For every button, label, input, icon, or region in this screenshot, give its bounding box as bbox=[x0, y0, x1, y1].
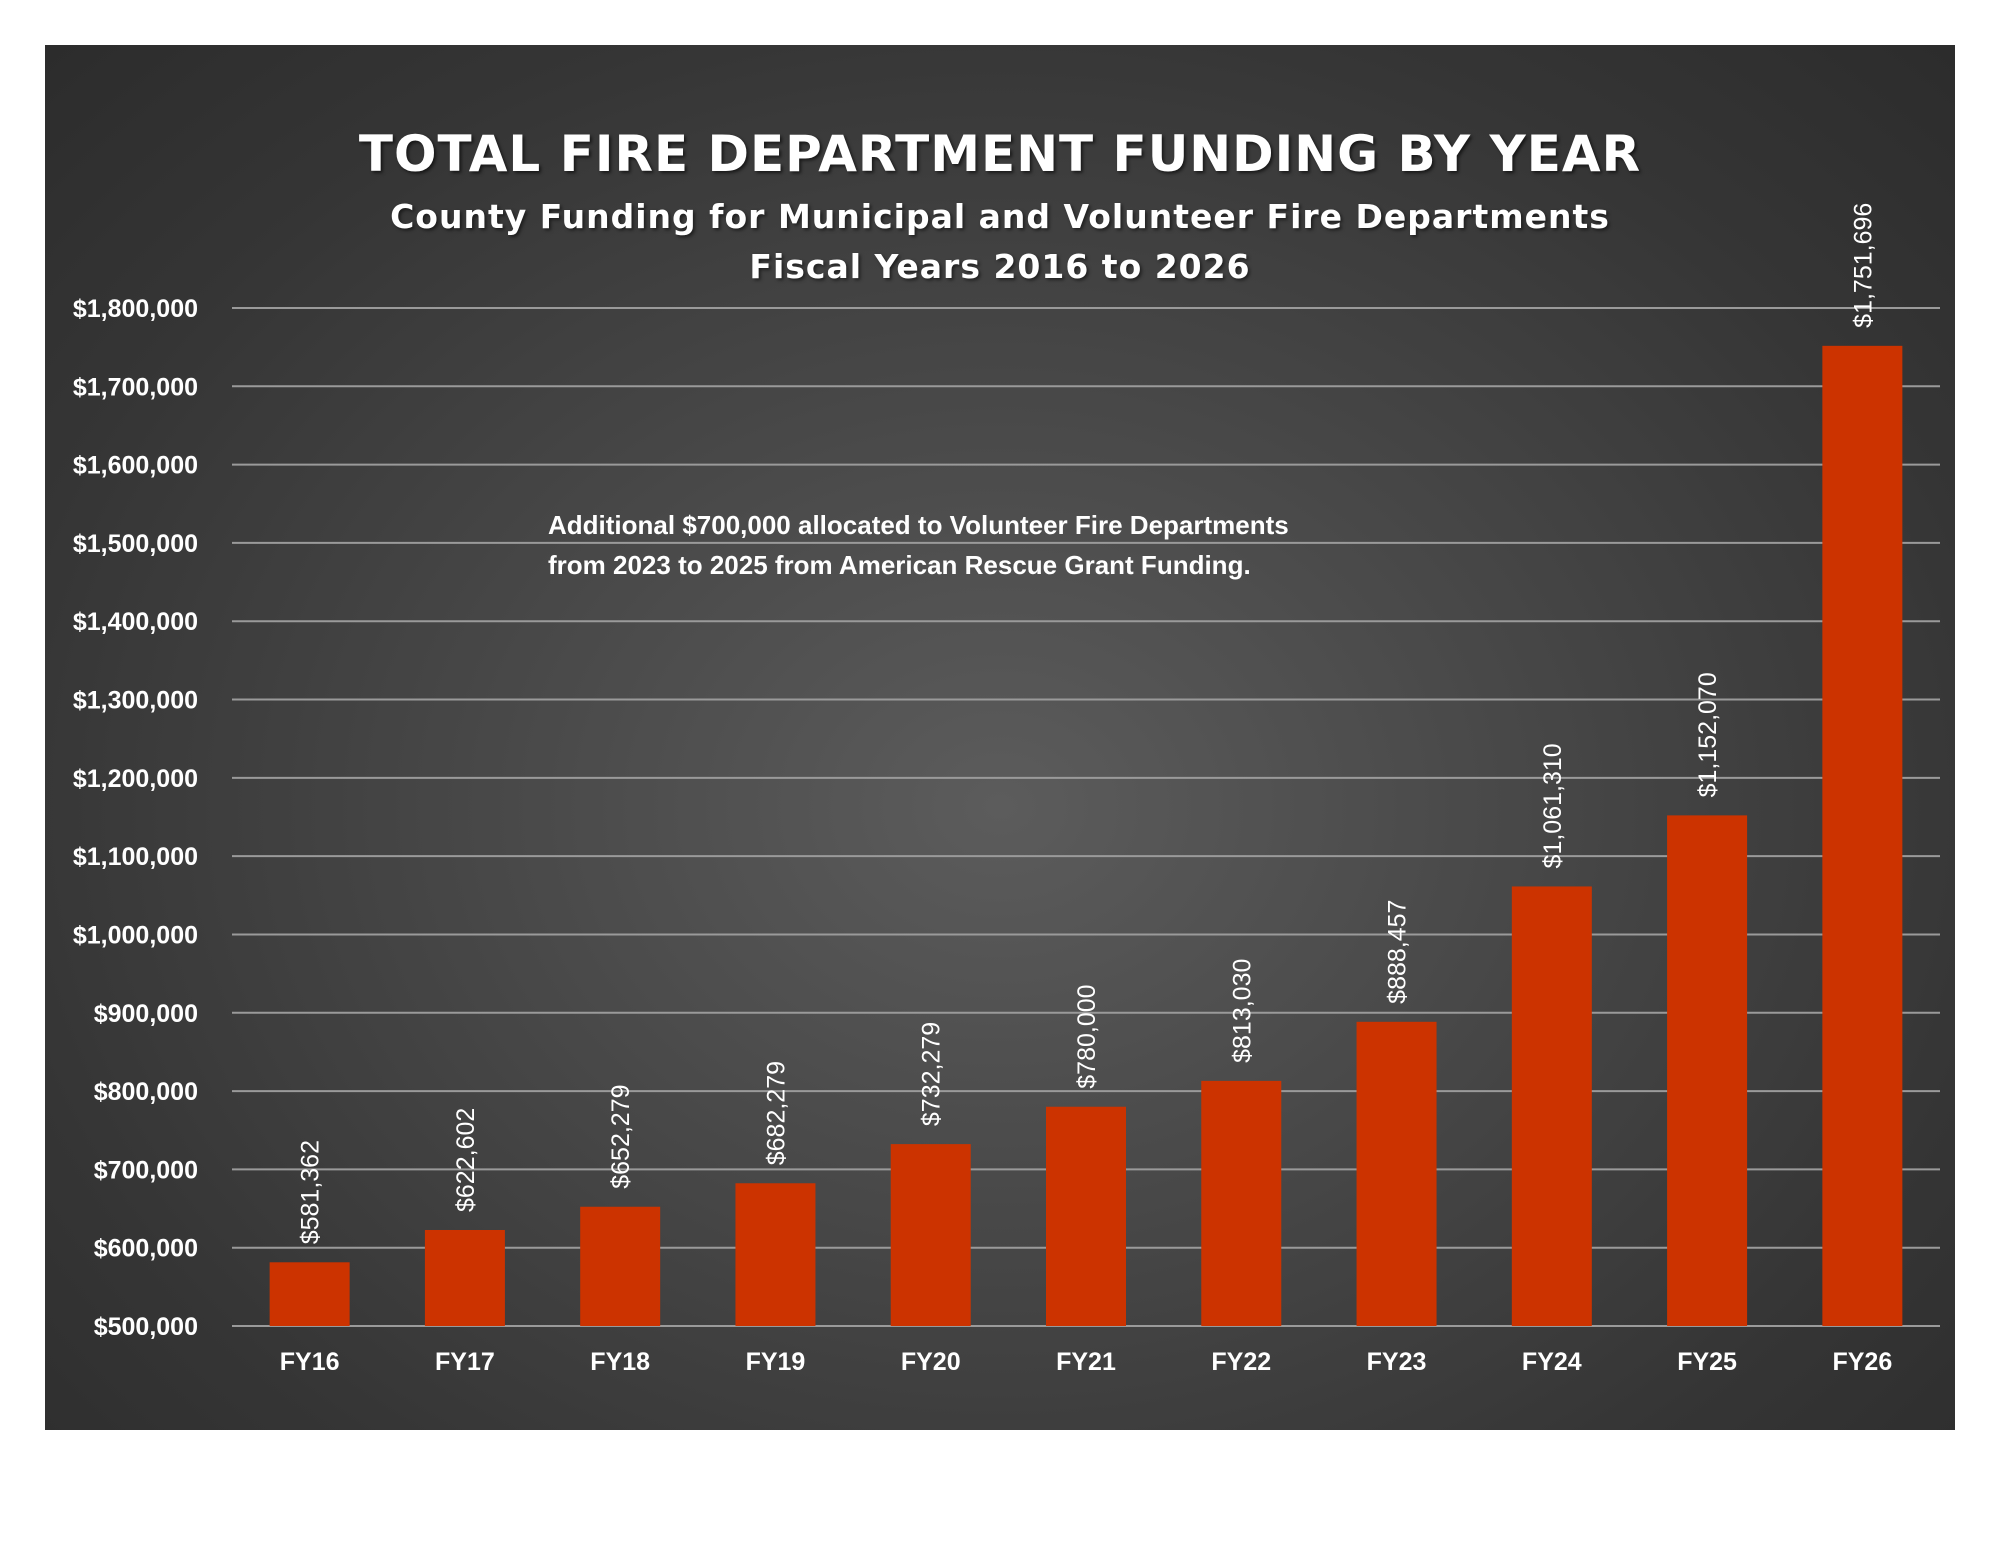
data-label: $1,152,070 bbox=[1694, 672, 1722, 797]
y-axis-tick-labels: $500,000 $600,000 $700,000 $800,000 $900,000… bbox=[73, 295, 198, 1341]
annotation-line-2: from 2023 to 2025 from American Rescue G… bbox=[548, 550, 1251, 580]
y-tick-label: $700,000 bbox=[94, 1156, 198, 1184]
y-tick-label: $1,300,000 bbox=[73, 687, 198, 715]
data-label: $652,279 bbox=[607, 1084, 635, 1188]
y-tick-label: $1,200,000 bbox=[73, 765, 198, 793]
data-label: $780,000 bbox=[1073, 984, 1101, 1088]
y-tick-label: $1,000,000 bbox=[73, 921, 198, 949]
data-label: $813,030 bbox=[1228, 959, 1256, 1063]
bar-fy26 bbox=[1822, 345, 1903, 1326]
bar-fy23 bbox=[1356, 1021, 1437, 1326]
x-tick-label: FY22 bbox=[1211, 1348, 1271, 1376]
data-label: $1,061,310 bbox=[1539, 743, 1567, 868]
x-tick-label: FY21 bbox=[1056, 1348, 1116, 1376]
bar-fy21 bbox=[1046, 1106, 1126, 1326]
y-tick-label: $1,800,000 bbox=[73, 295, 198, 323]
chart-subtitle-line-2: Fiscal Years 2016 to 2026 bbox=[749, 247, 1251, 286]
y-tick-label: $1,100,000 bbox=[73, 843, 198, 871]
y-tick-label: $1,600,000 bbox=[73, 452, 198, 480]
bar-chart-svg: $500,000 $600,000 $700,000 $800,000 $900,000… bbox=[73, 203, 1940, 1376]
y-tick-label: $1,400,000 bbox=[73, 608, 198, 636]
x-tick-label: FY18 bbox=[590, 1348, 650, 1376]
y-tick-label: $600,000 bbox=[94, 1235, 198, 1263]
gridlines bbox=[232, 307, 1940, 1327]
x-tick-label: FY25 bbox=[1677, 1348, 1737, 1376]
data-label: $1,751,696 bbox=[1849, 203, 1877, 328]
bar-fy22 bbox=[1201, 1080, 1282, 1326]
y-tick-label: $800,000 bbox=[94, 1078, 198, 1106]
bar-fy20 bbox=[890, 1144, 971, 1326]
x-tick-label: FY24 bbox=[1522, 1348, 1582, 1376]
x-tick-label: FY26 bbox=[1832, 1348, 1892, 1376]
data-label: $682,279 bbox=[762, 1061, 790, 1165]
bar-fy17 bbox=[424, 1229, 505, 1326]
y-tick-label: $900,000 bbox=[94, 1000, 198, 1028]
chart-panel: TOTAL FIRE DEPARTMENT FUNDING BY YEAR Co… bbox=[45, 45, 1955, 1430]
data-label: $622,602 bbox=[452, 1108, 480, 1212]
annotation-line-1: Additional $700,000 allocated to Volunte… bbox=[548, 510, 1289, 540]
chart-subtitle-line-1: County Funding for Municipal and Volunte… bbox=[390, 197, 1610, 236]
data-label: $888,457 bbox=[1384, 900, 1412, 1004]
bar-data-labels: $581,362 $622,602 $652,279 $682,279 $732,279… bbox=[297, 203, 1878, 1245]
bar-fy18 bbox=[580, 1206, 661, 1326]
y-tick-label: $1,700,000 bbox=[73, 373, 198, 401]
chart-title: TOTAL FIRE DEPARTMENT FUNDING BY YEAR bbox=[358, 125, 1642, 183]
x-tick-label: FY20 bbox=[901, 1348, 961, 1376]
x-axis-tick-labels: FY16 FY17 FY18 FY19 FY20 FY21 FY22 FY23 FY24 FY25… bbox=[280, 1348, 1892, 1376]
bar-fy25 bbox=[1667, 815, 1748, 1326]
data-label: $732,279 bbox=[918, 1022, 946, 1126]
x-tick-label: FY23 bbox=[1367, 1348, 1427, 1376]
x-tick-label: FY19 bbox=[746, 1348, 806, 1376]
bars bbox=[269, 345, 1903, 1326]
bar-fy24 bbox=[1511, 886, 1592, 1326]
chart-annotation: Additional $700,000 allocated to Volunte… bbox=[548, 505, 1289, 585]
x-tick-label: FY17 bbox=[435, 1348, 495, 1376]
y-tick-label: $500,000 bbox=[94, 1313, 198, 1341]
bar-fy16 bbox=[269, 1262, 350, 1326]
x-tick-label: FY16 bbox=[280, 1348, 340, 1376]
y-tick-label: $1,500,000 bbox=[73, 530, 198, 558]
data-label: $581,362 bbox=[297, 1140, 325, 1244]
bar-fy19 bbox=[735, 1183, 816, 1326]
